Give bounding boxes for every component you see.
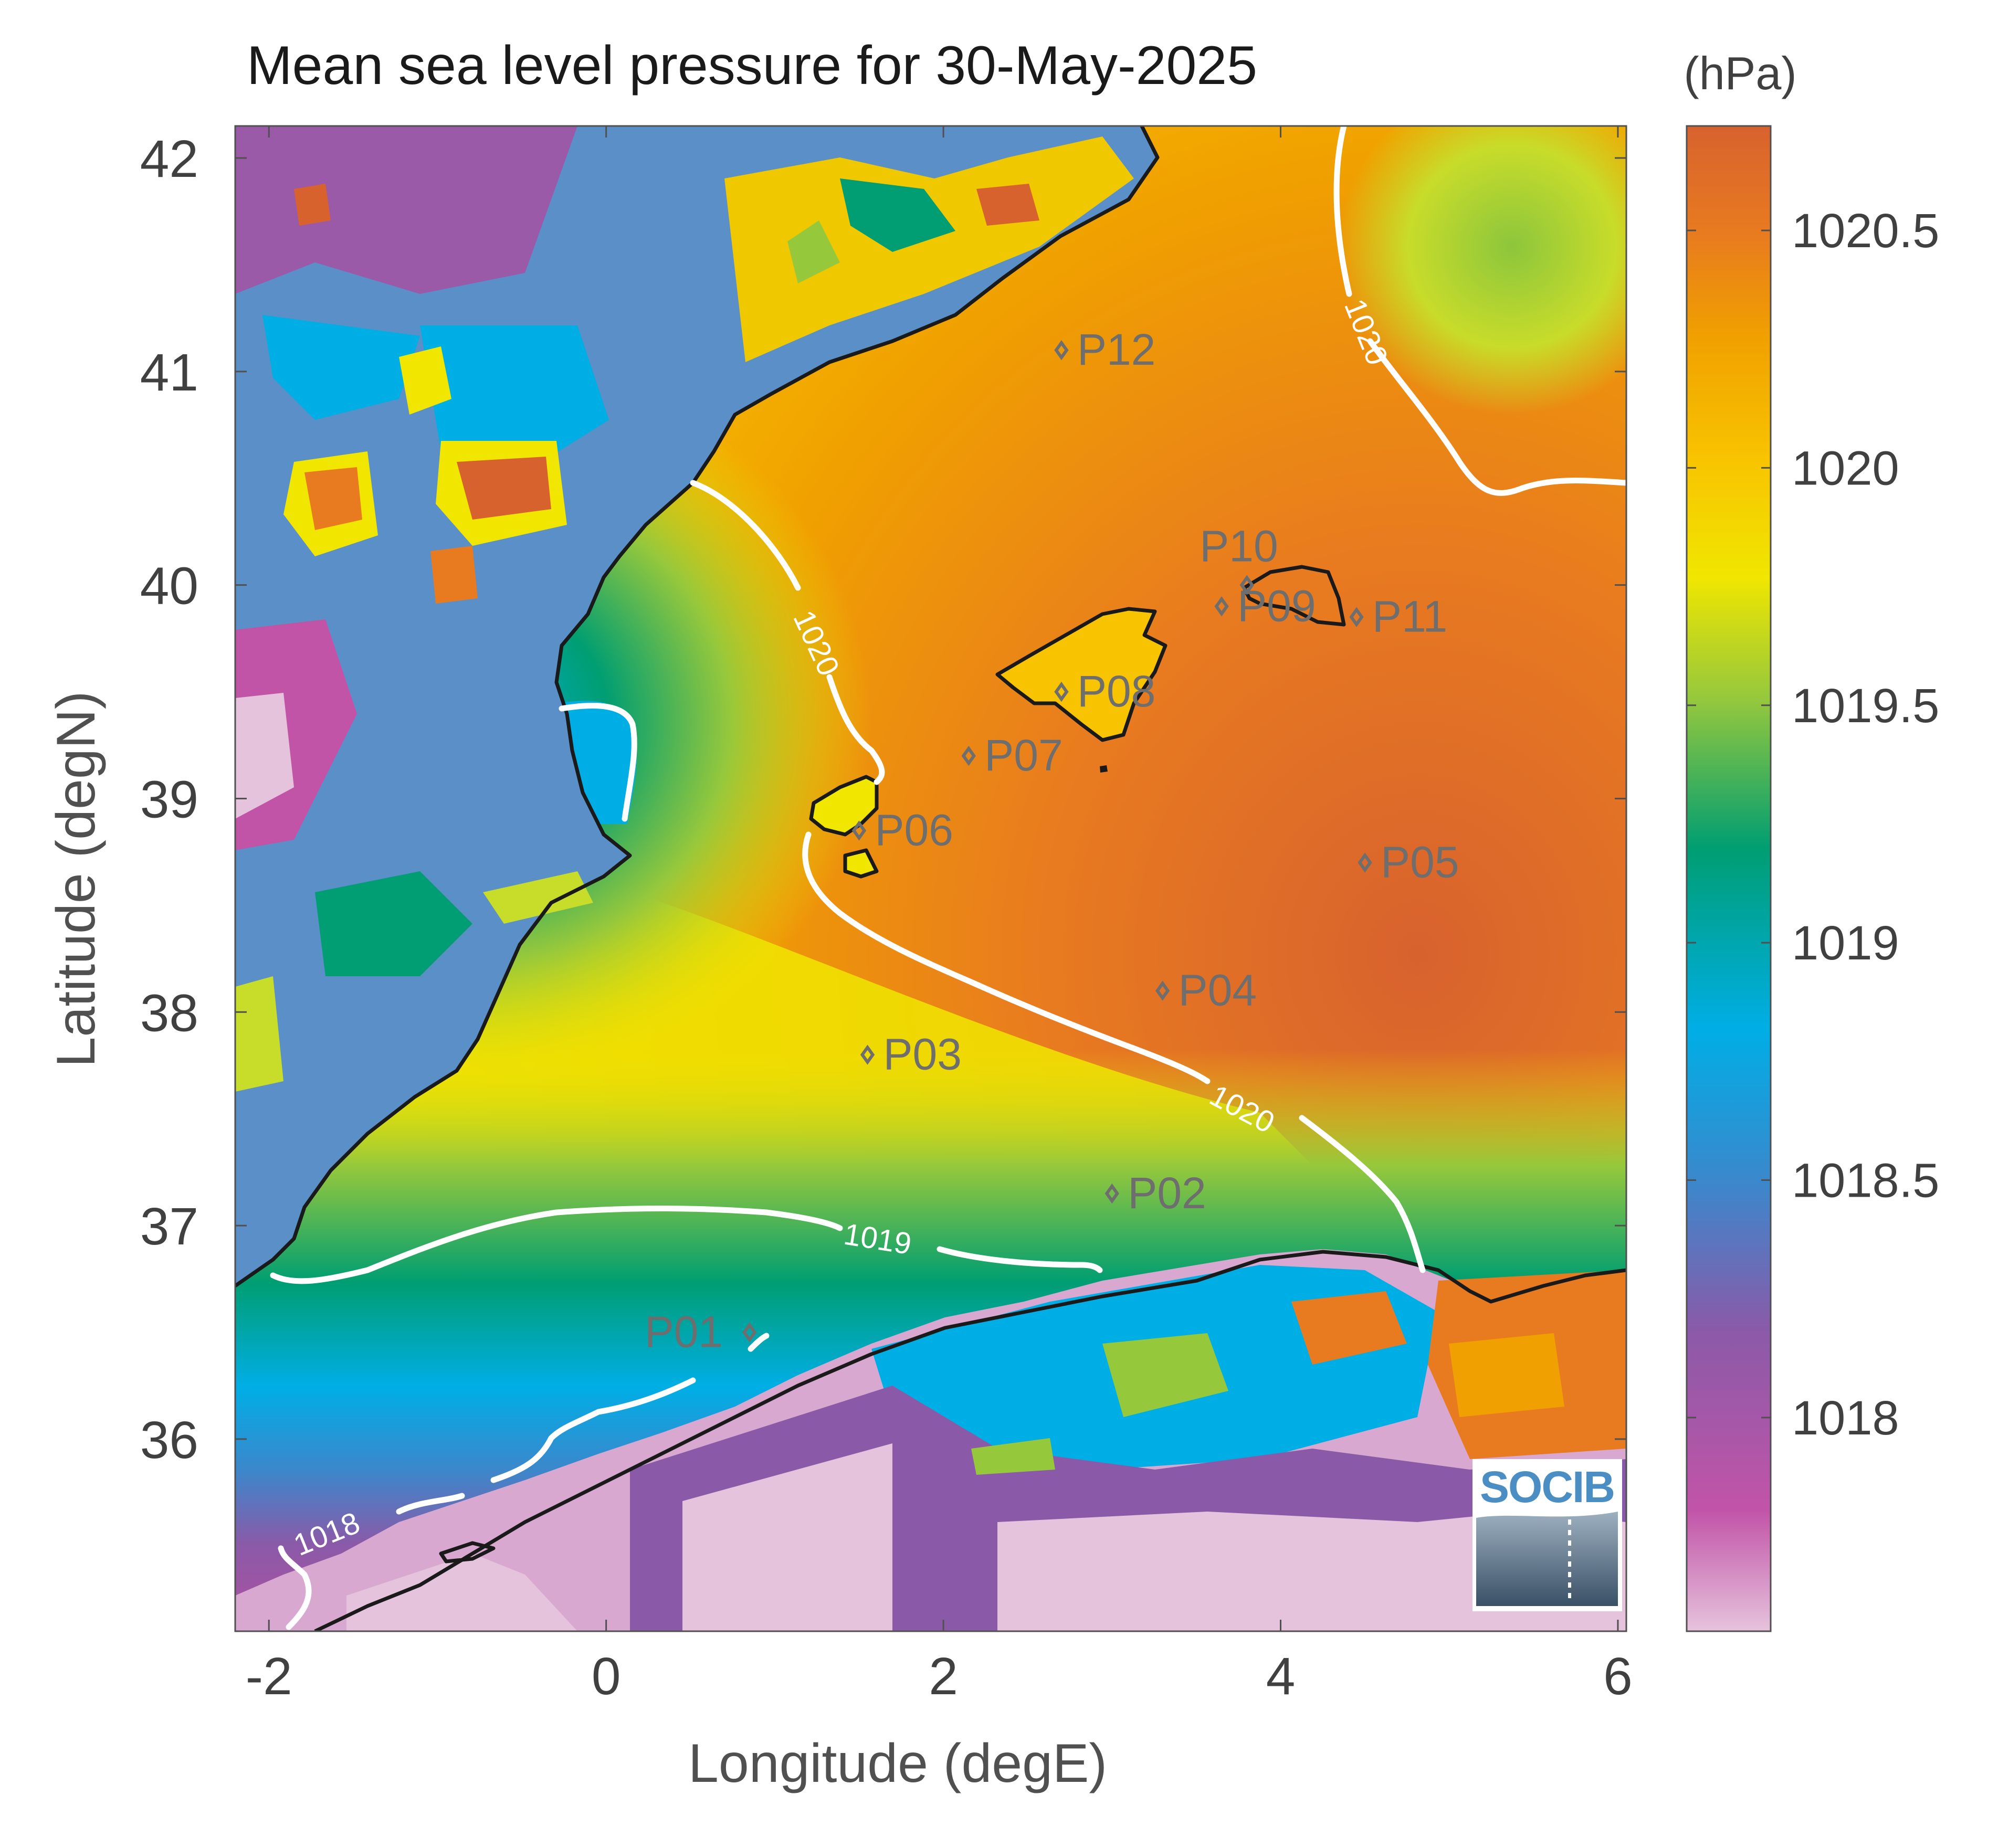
y-tick-label: 41 [140,343,198,402]
station-label: P06 [875,805,953,854]
station-marker [961,745,976,766]
station-label: P03 [883,1030,962,1079]
menorca-island [1244,567,1344,625]
station-point-p06: P06 [851,805,953,854]
y-tick-label: 40 [140,557,198,616]
station-point-p12: P12 [1054,325,1155,374]
alboran-island-coastline [439,1541,496,1564]
station-marker [851,820,867,841]
colorbar-tick-label: 1019 [1792,916,1899,970]
cabrera-island [1100,765,1108,773]
y-axis: 36 37 38 39 40 41 42 [140,130,1626,1470]
contour-1019-valencia-pocket [559,702,637,822]
station-point-p11: P11 [1349,592,1447,641]
station-marker [1214,596,1229,617]
colorbar-tick-label: 1020 [1792,441,1899,495]
x-axis: -2 0 2 4 6 [246,126,1633,1706]
y-axis-label: Latitude (degN) [46,691,107,1068]
station-point-p02: P02 [1105,1168,1206,1218]
station-point-p05: P05 [1358,837,1459,886]
chart-title: Mean sea level pressure for 30-May-2025 [247,35,1257,96]
formentera-coastline [843,848,879,879]
station-label: P11 [1372,592,1447,641]
menorca-coastline [1242,565,1346,627]
x-tick-label: -2 [246,1647,292,1706]
station-marker [1054,340,1069,361]
station-marker [1105,1183,1119,1204]
x-tick-label: 0 [592,1647,621,1706]
logo-text: SOCIB [1480,1462,1614,1512]
y-tick-label: 38 [140,984,198,1042]
ibiza-coastline [809,775,879,837]
station-label: P01 [645,1307,723,1356]
station-point-p10: P10 [1200,522,1278,595]
station-label: P05 [1381,837,1459,886]
station-point-p08: P08 [1054,667,1155,716]
iberia-coastline [235,126,1160,1287]
contour-1020-central [690,480,1426,1273]
colorbar-frame [1686,125,1772,1632]
contour-1018-southwest [278,1333,770,1630]
station-point-p03: P03 [860,1030,962,1079]
station-point-p07: P07 [961,731,1063,780]
station-marker [1155,980,1170,1001]
station-label: P02 [1128,1168,1206,1218]
map-frame [234,125,1627,1632]
station-label: P12 [1077,325,1155,374]
logo-wave-graphic [1476,1512,1618,1606]
station-marker [1349,607,1364,627]
colorbar: (hPa) 1018 1018.5 1019 1019.5 1020 1020.5 [1684,47,1939,1632]
station-marker [860,1044,875,1065]
colorbar-gradient [1687,126,1771,1631]
colorbar-ticks: 1018 1018.5 1019 1019.5 1020 1020.5 [1687,204,1939,1445]
station-marker [1358,852,1372,873]
x-tick-label: 4 [1266,1647,1296,1706]
y-tick-label: 39 [140,770,198,829]
station-label: P04 [1179,966,1257,1015]
x-axis-label: Longitude (degE) [688,1733,1107,1794]
ibiza-island [811,777,877,835]
colorbar-tick-label: 1019.5 [1792,679,1939,733]
colorbar-tick-label: 1018 [1792,1391,1899,1445]
station-marker [742,1322,757,1343]
africa-coastline [314,1250,1626,1631]
mallorca-island [997,609,1165,740]
colorbar-unit-label: (hPa) [1684,47,1796,99]
y-tick-label: 37 [140,1197,198,1256]
x-tick-label: 2 [929,1647,958,1706]
colorbar-tick-label: 1020.5 [1792,204,1939,258]
pressure-contours [270,126,1626,1630]
socib-logo: SOCIB [1472,1459,1622,1611]
station-label: P08 [1077,667,1155,716]
mallorca-coastline [995,607,1167,742]
station-point-p01: P01 [645,1307,757,1356]
x-tick-label: 6 [1603,1647,1633,1706]
y-tick-label: 42 [140,130,198,188]
map-plot-area: 1020 1020 1020 1019 1018 P01P02P03P04P05… [235,126,1626,1631]
contour-1020-northeast [1333,126,1626,496]
balearic-islands [811,567,1344,877]
station-label: P07 [984,731,1063,780]
coastlines [235,126,1626,1631]
station-marker [1239,575,1254,595]
northeast-lower-pressure-area [1339,126,1626,415]
station-label: P10 [1200,522,1278,571]
station-marker [1054,681,1069,702]
contour-1019-south [270,1206,1103,1284]
y-tick-label: 36 [140,1411,198,1470]
iberia-terrain-patches [235,126,1134,1092]
colorbar-tick-label: 1018.5 [1792,1154,1939,1208]
station-point-p04: P04 [1155,966,1257,1015]
